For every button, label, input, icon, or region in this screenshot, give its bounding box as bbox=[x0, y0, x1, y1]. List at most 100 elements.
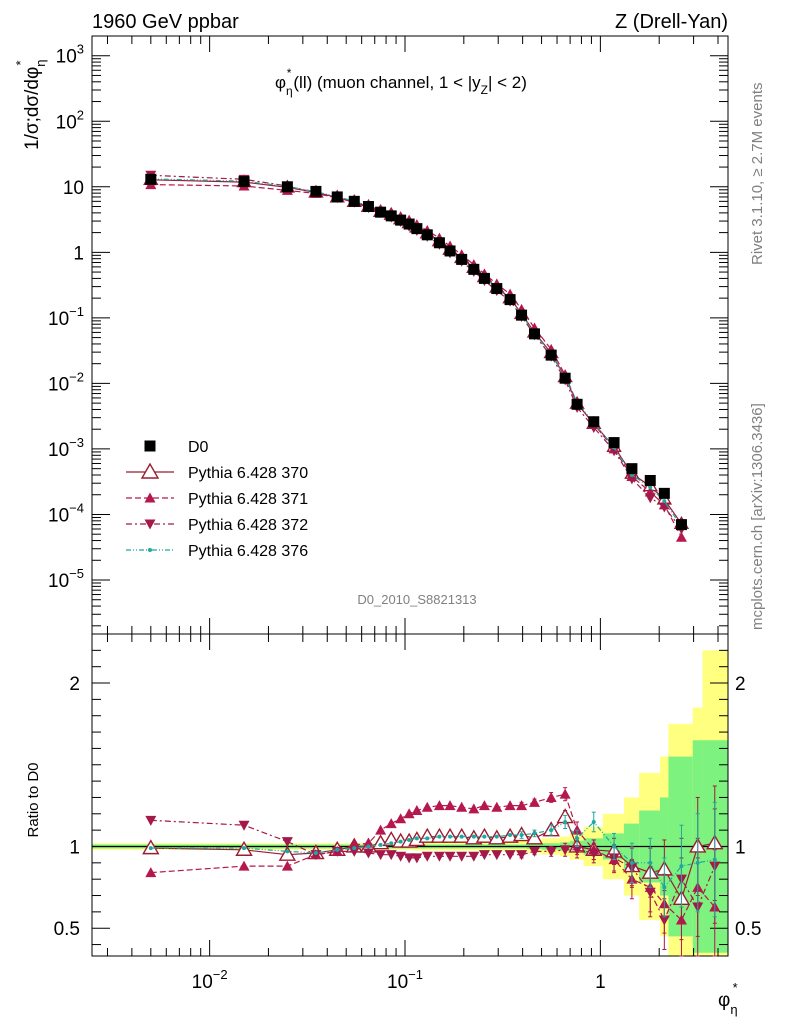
data-point bbox=[588, 416, 600, 428]
marker-370 bbox=[418, 827, 436, 843]
data-point bbox=[504, 294, 516, 306]
data-point bbox=[395, 214, 407, 226]
y-axis-label-main: 1/σ;dσ/dφ bbox=[22, 67, 43, 150]
marker-376 bbox=[662, 885, 667, 890]
marker-376 bbox=[648, 485, 653, 490]
y-axis-label: 1/σ;dσ/dφη * bbox=[13, 59, 48, 150]
marker-370 bbox=[525, 829, 544, 845]
marker-372 bbox=[528, 846, 540, 857]
marker-371 bbox=[348, 839, 360, 850]
marker-371 bbox=[545, 791, 557, 802]
header-right: Z (Drell-Yan) bbox=[615, 11, 728, 33]
marker-376 bbox=[425, 836, 430, 841]
marker-376 bbox=[679, 864, 684, 869]
plot-title-phi: φ bbox=[275, 73, 286, 92]
marker-372 bbox=[421, 851, 433, 862]
marker-371 bbox=[675, 531, 687, 542]
marker-371 bbox=[456, 801, 468, 812]
data-point bbox=[491, 283, 503, 295]
marker-372 bbox=[362, 848, 374, 859]
marker-376 bbox=[437, 834, 442, 839]
marker-372 bbox=[456, 851, 468, 862]
plot-title-rest: (ll) (muon channel, 1 < |y bbox=[293, 73, 481, 92]
plot-title-sub: η bbox=[286, 84, 293, 98]
y-axis-label-sup: * bbox=[13, 60, 28, 65]
marker-376 bbox=[378, 842, 383, 847]
marker-376 bbox=[414, 836, 419, 841]
marker-376 bbox=[575, 836, 580, 841]
marker-371 bbox=[238, 860, 250, 871]
side-mcplots-label: mcplots.cern.ch [arXiv:1306.3436] bbox=[749, 403, 766, 630]
marker-372 bbox=[281, 837, 293, 848]
marker-376 bbox=[148, 548, 152, 552]
legend-entry-s371: Pythia 6.428 371 bbox=[126, 491, 308, 508]
marker-376 bbox=[352, 846, 357, 851]
marker-370 bbox=[382, 831, 400, 847]
y-tick-label: 103 bbox=[56, 42, 84, 68]
data-point bbox=[433, 237, 445, 249]
marker-376 bbox=[398, 839, 403, 844]
marker-371 bbox=[504, 800, 516, 811]
ratio-frame bbox=[91, 633, 729, 957]
ratio-tick-label-left: 2 bbox=[69, 674, 80, 695]
data-point bbox=[238, 176, 250, 188]
marker-376 bbox=[494, 834, 499, 839]
marker-376 bbox=[695, 860, 700, 865]
marker-372 bbox=[504, 850, 516, 861]
marker-370 bbox=[140, 462, 160, 479]
marker-372 bbox=[559, 845, 571, 856]
marker-371 bbox=[403, 808, 415, 819]
marker-376 bbox=[482, 834, 487, 839]
marker-372 bbox=[626, 474, 638, 485]
marker-372 bbox=[375, 850, 387, 861]
data-point bbox=[281, 181, 293, 193]
marker-370 bbox=[278, 845, 297, 861]
data-point bbox=[310, 185, 322, 197]
data-point bbox=[421, 229, 433, 241]
data-point bbox=[626, 463, 638, 475]
plot-title-sup: * bbox=[287, 66, 292, 80]
x-tick-label: 10−1 bbox=[387, 967, 423, 993]
data-point bbox=[444, 245, 456, 257]
marker-372 bbox=[238, 820, 250, 831]
x-axis-label: φη * bbox=[718, 980, 738, 1017]
marker-371 bbox=[559, 788, 571, 799]
ratio-series-s376 bbox=[148, 801, 717, 918]
x-axis-label-sub: η bbox=[730, 1002, 737, 1017]
marker-372 bbox=[145, 815, 157, 826]
y-tick-label: 10−2 bbox=[48, 369, 84, 395]
legend-label: D0 bbox=[188, 439, 209, 456]
marker-376 bbox=[662, 499, 667, 504]
legend-entry-s372: Pythia 6.428 372 bbox=[126, 517, 308, 534]
marker-376 bbox=[549, 828, 554, 833]
ratio-tick-label-left: 1 bbox=[69, 837, 80, 858]
marker-376 bbox=[508, 833, 513, 838]
marker-376 bbox=[591, 819, 596, 824]
marker-376 bbox=[471, 834, 476, 839]
ratio-tick-label-right: 2 bbox=[735, 674, 746, 695]
plot-title-ysub: Z bbox=[481, 83, 488, 97]
data-point bbox=[144, 440, 156, 452]
data-point bbox=[675, 519, 687, 531]
series-data bbox=[145, 173, 687, 531]
data-point bbox=[385, 210, 397, 222]
marker-371 bbox=[281, 860, 293, 871]
data-point bbox=[411, 223, 423, 235]
y-tick-label: 10 bbox=[63, 178, 84, 199]
x-tick-label: 1 bbox=[595, 972, 606, 993]
plot-title-end: | < 2) bbox=[488, 73, 527, 92]
marker-372 bbox=[644, 493, 656, 504]
data-point bbox=[545, 349, 557, 361]
marker-371 bbox=[395, 813, 407, 824]
marker-376 bbox=[389, 841, 394, 846]
marker-371 bbox=[421, 801, 433, 812]
marker-371 bbox=[144, 492, 156, 503]
ratio-bands bbox=[92, 650, 729, 956]
marker-376 bbox=[563, 819, 568, 824]
legend-label: Pythia 6.428 376 bbox=[188, 543, 308, 560]
data-point bbox=[375, 206, 387, 218]
x-axis-label-sup: * bbox=[733, 980, 738, 995]
